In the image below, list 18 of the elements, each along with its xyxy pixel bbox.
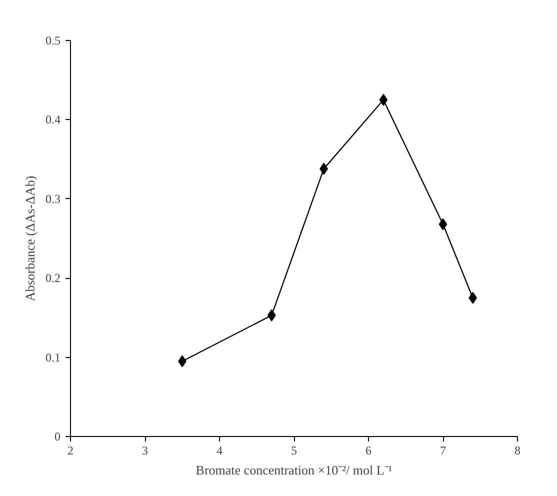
x-tick-label: 6: [366, 444, 372, 458]
point: [267, 309, 276, 322]
x-tick-label: 7: [440, 444, 446, 458]
y-tick-label: 0.2: [46, 271, 60, 286]
x-tick-label: 3: [142, 444, 148, 458]
point: [438, 218, 448, 230]
y-tick-label: 0.4: [46, 112, 60, 127]
x-tick-label: 2: [68, 444, 74, 458]
x-axis-title: Bromate concentration ×10⁻²/ mol L⁻¹: [196, 462, 392, 478]
point: [379, 94, 388, 106]
y-tick-label: 0: [54, 430, 60, 444]
y-axis-title: Absorbance (ΔAs-ΔAb): [22, 176, 38, 302]
y-tick-label: 0.1: [46, 350, 60, 364]
x-tick-label: 4: [216, 444, 222, 458]
y-tick-label: 0.5: [46, 34, 60, 48]
x-tick-label: 5: [291, 444, 297, 458]
x-tick-label: 8: [514, 444, 520, 458]
y-tick-label: 0.3: [46, 192, 60, 206]
